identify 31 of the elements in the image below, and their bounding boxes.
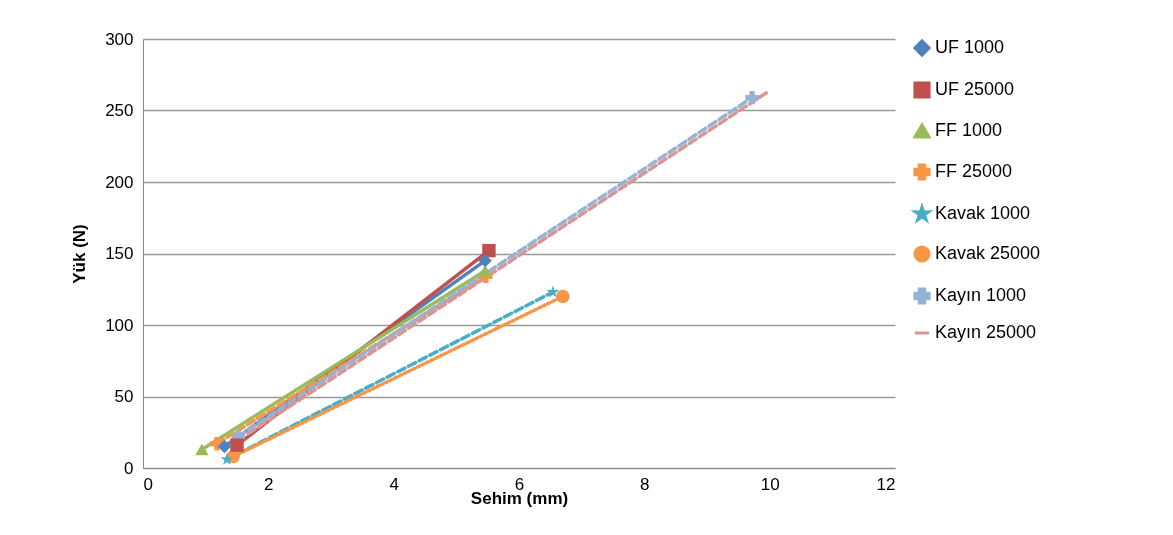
y-axis-title: Yük (N) — [70, 224, 90, 284]
legend-label: Kavak 1000 — [935, 203, 1031, 223]
point — [745, 90, 759, 105]
point — [482, 243, 496, 258]
point — [478, 253, 492, 268]
x-tick-label: 10 — [760, 474, 780, 494]
y-tick-label: 0 — [124, 458, 134, 478]
y-tick-label: 200 — [105, 172, 134, 192]
legend-label: Kavak 25000 — [935, 243, 1041, 263]
legend-label: Kayın 25000 — [935, 322, 1037, 342]
y-tick-label: 300 — [105, 29, 134, 49]
point — [217, 439, 232, 454]
legend-label: UF 25000 — [935, 79, 1015, 99]
point — [220, 452, 234, 465]
legend-label: Kayın 1000 — [935, 285, 1027, 305]
x-tick-label: 12 — [876, 474, 896, 494]
y-tick-label: 150 — [105, 244, 134, 263]
x-tick-label: 8 — [640, 474, 650, 494]
y-tick-label: 250 — [105, 101, 134, 120]
legend-label: UF 1000 — [935, 37, 1005, 57]
legend-label: FF 25000 — [935, 161, 1013, 181]
x-tick-label: 6 — [514, 474, 525, 494]
y-tick-label: 50 — [114, 387, 134, 406]
x-tick-label: 2 — [264, 474, 274, 494]
point — [546, 285, 560, 298]
x-tick-label: 0 — [143, 474, 153, 494]
point — [230, 438, 244, 452]
legend-label: FF 1000 — [935, 120, 1003, 140]
y-tick-label: 100 — [105, 315, 134, 335]
x-tick-label: 4 — [389, 474, 399, 494]
point — [556, 289, 570, 304]
